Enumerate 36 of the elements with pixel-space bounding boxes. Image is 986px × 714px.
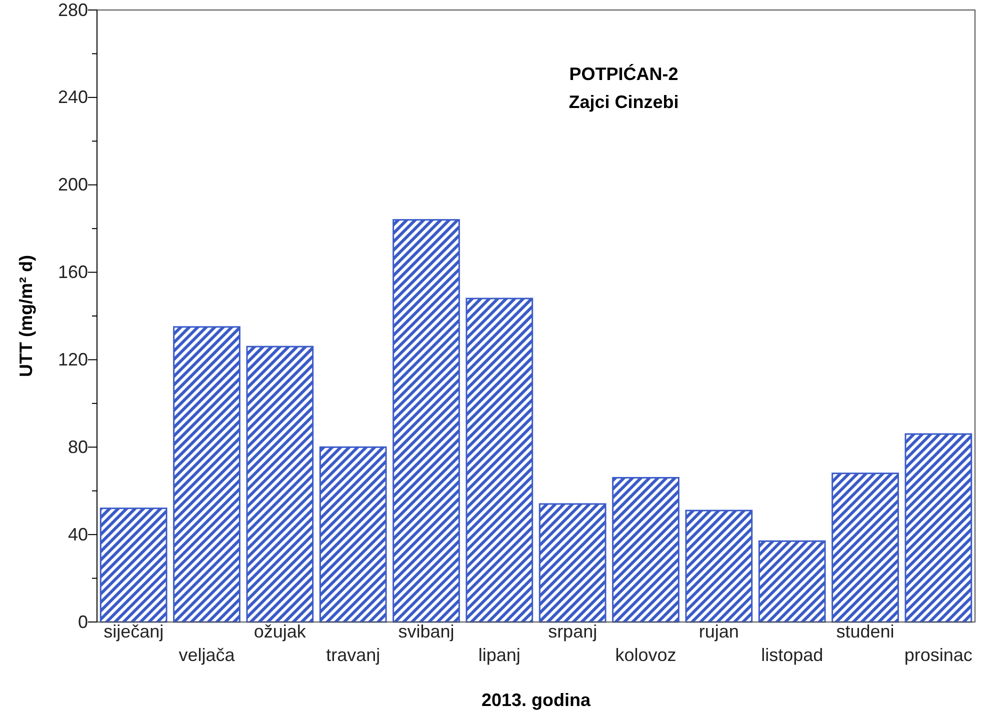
x-tick-label: rujan	[698, 622, 739, 642]
x-tick-label: kolovoz	[615, 645, 676, 665]
x-axis-title: 2013. godina	[481, 690, 592, 710]
bar	[246, 346, 314, 623]
bar	[832, 472, 899, 623]
y-tick-label: 40	[68, 524, 88, 544]
bar	[466, 298, 534, 623]
x-tick-label: studeni	[836, 622, 894, 642]
bar	[904, 433, 972, 623]
bar	[319, 446, 387, 623]
bar	[612, 476, 680, 623]
y-tick-label: 280	[58, 0, 88, 20]
x-tick-label: travanj	[326, 645, 380, 665]
y-tick-label: 80	[68, 436, 88, 457]
x-tick-label: svibanj	[398, 622, 454, 642]
bar	[100, 508, 168, 623]
bar	[392, 219, 460, 623]
bar	[173, 326, 240, 623]
x-tick-label: srpanj	[548, 622, 598, 642]
x-tick-label: lipanj	[478, 645, 520, 665]
y-tick-label: 200	[58, 174, 88, 195]
x-tick-label: prosinac	[904, 645, 972, 665]
y-tick-label: 240	[58, 87, 88, 108]
x-tick-label: listopad	[761, 645, 824, 665]
y-axis-title: UTT (mg/m² d)	[16, 255, 36, 377]
text: Zajci Cinzebi	[568, 92, 679, 112]
bar	[685, 510, 753, 623]
text: POTPIĆAN-2	[569, 64, 678, 84]
bar	[758, 540, 826, 623]
y-tick-label: 160	[58, 262, 88, 282]
y-tick-label: 0	[78, 612, 88, 632]
y-tick-label: 120	[58, 349, 88, 370]
bar	[538, 503, 606, 623]
x-tick-label: ožujak	[254, 622, 307, 642]
x-tick-label: siječanj	[104, 622, 164, 642]
x-tick-label: veljača	[178, 645, 236, 665]
